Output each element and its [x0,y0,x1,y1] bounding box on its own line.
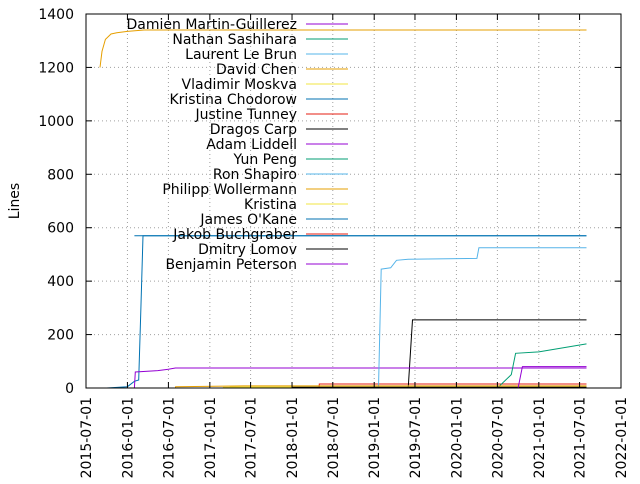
x-tick-label: 2017-07-01 [244,397,260,478]
x-tick-label: 2020-07-01 [490,397,506,478]
series-line [407,319,587,389]
legend-label: Dragos Carp [210,122,297,138]
legend-label: Laurent Le Brun [185,47,297,63]
legend-label: Yun Peng [233,152,297,168]
y-tick-label: 800 [47,167,74,183]
y-tick-label: 0 [65,381,74,397]
legend-label: Nathan Sashihara [172,32,297,48]
legend-label: Benjamin Peterson [165,257,297,273]
series-line [133,367,587,389]
legend-label: Dmitry Lomov [198,242,297,258]
legend-label: Adam Liddell [206,137,297,153]
y-tick-label: 400 [47,274,74,290]
legend-label: Ron Shapiro [213,167,297,183]
x-tick-label: 2018-01-01 [285,397,301,478]
legend-label: Jakob Buchgraber [172,227,297,243]
series-line [517,366,587,389]
plot-frame [85,13,622,389]
legend-label: Justine Tunney [194,107,297,123]
y-tick-label: 600 [47,221,74,237]
legend-label: Kristina Chodorow [169,92,297,108]
y-axis-ticks: 0 200 400 600 800 1000 1200 1400 [38,7,621,397]
legend-label: Damien Martin-Guillerez [127,17,297,33]
y-axis-label: Lines [7,183,23,219]
x-tick-label: 2019-01-01 [367,397,383,478]
x-tick-label: 2017-01-01 [203,397,219,478]
x-tick-label: 2016-01-01 [120,397,136,478]
x-axis-ticks: 2015-07-01 2016-01-01 2016-07-01 2017-01-01… [79,14,630,478]
y-tick-label: 1200 [38,60,74,76]
legend-label: Philipp Wollermann [162,182,297,198]
y-tick-label: 200 [47,328,74,344]
series-line [497,343,587,389]
legend-label: Kristina [244,197,297,213]
y-tick-label: 1000 [38,114,74,130]
x-tick-label: 2021-07-01 [573,397,589,478]
legend-label: David Chen [216,62,297,78]
legend-label: Vladimir Moskva [182,77,297,93]
series-line [99,29,587,68]
x-tick-label: 2021-01-01 [532,397,548,478]
series-line [378,247,587,389]
x-tick-label: 2019-07-01 [408,397,424,478]
legend-label: James O'Kane [199,212,297,228]
x-tick-label: 2020-01-01 [449,397,465,478]
x-tick-label: 2022-01-01 [614,397,630,478]
grid [86,14,621,388]
y-tick-label: 1400 [38,7,74,23]
x-tick-label: 2016-07-01 [161,397,177,478]
x-tick-label: 2018-07-01 [326,397,342,478]
x-tick-label: 2015-07-01 [79,397,95,478]
